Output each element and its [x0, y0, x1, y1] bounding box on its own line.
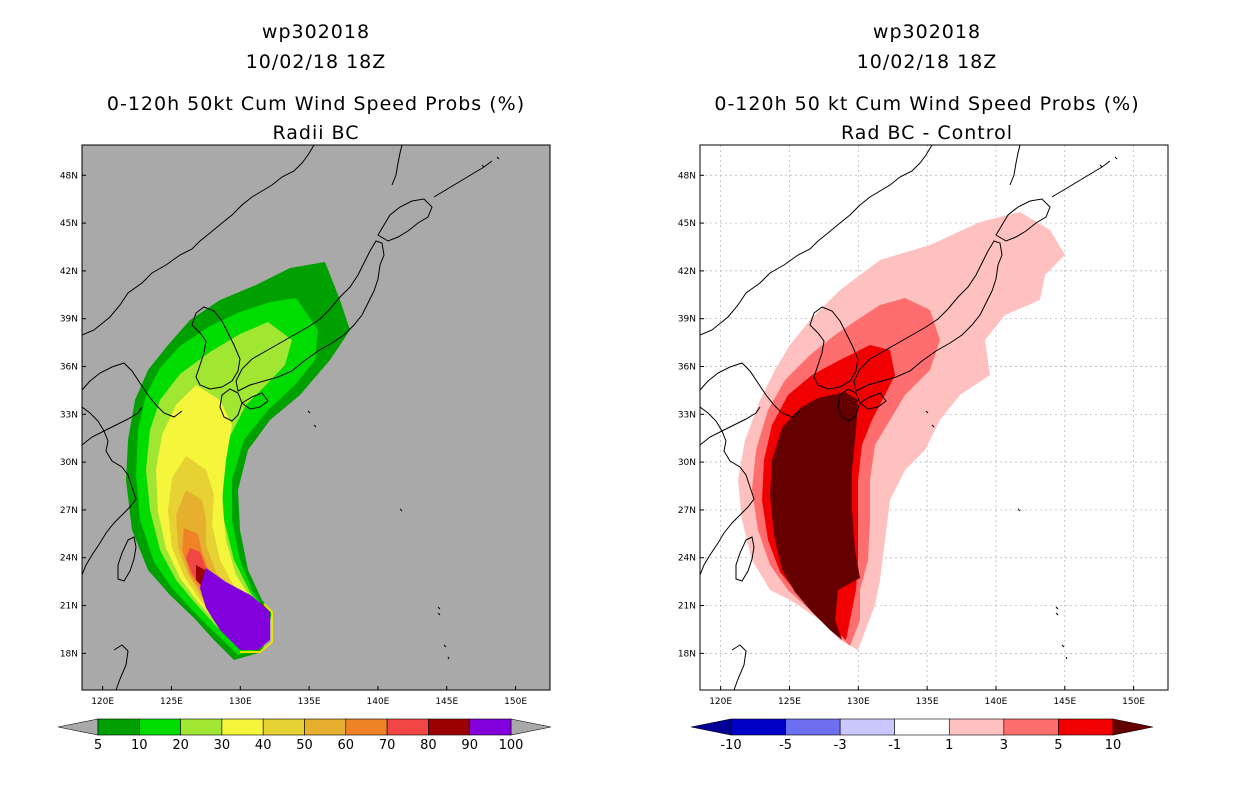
x-tick-label: 140E: [367, 697, 390, 707]
colorbar-label: 20: [172, 738, 189, 753]
x-tick-label: 150E: [504, 697, 527, 707]
y-tick-label: 21N: [678, 602, 696, 612]
left-title-variable: 0-120h 50kt Cum Wind Speed Probs (%): [107, 93, 525, 115]
colorbar-label: 40: [255, 738, 272, 753]
colorbar-high-arrow: [1112, 718, 1154, 736]
left-map-frame: [81, 144, 551, 691]
colorbar-swatch: [221, 718, 264, 736]
colorbar-swatch: [730, 718, 786, 736]
colorbar-swatch: [948, 718, 1005, 736]
colorbar-label: 60: [338, 738, 355, 753]
right-title-date: 10/02/18 18Z: [857, 51, 998, 73]
colorbar-swatch: [894, 718, 950, 736]
colorbar-swatch: [304, 718, 347, 736]
colorbar-label: -3: [834, 738, 847, 753]
colorbar-label: -1: [888, 738, 901, 753]
colorbar-label: 10: [1105, 738, 1122, 753]
y-tick-label: 18N: [678, 649, 696, 659]
left-title-storm: wp302018: [262, 21, 370, 43]
colorbar-swatch: [839, 718, 896, 736]
y-tick-label: 42N: [678, 267, 696, 277]
colorbar-swatch: [262, 718, 305, 736]
colorbar-swatch: [428, 718, 470, 736]
x-tick-label: 140E: [985, 697, 1008, 707]
right-gridlines: [700, 145, 1168, 690]
colorbar-label: 5: [1054, 738, 1062, 753]
y-tick-label: 30N: [678, 458, 696, 468]
y-tick-label: 33N: [678, 410, 696, 420]
left-axis-ticks: 120E 125E 130E 135E 140E 145E 150E 18N 21N 24N 27N…: [60, 171, 528, 707]
right-title-subtitle: Rad BC - Control: [841, 122, 1013, 144]
colorbar-swatch: [1003, 718, 1059, 736]
right-colorbar: -10 -5 -3 -1 1 3 5 10: [690, 718, 1154, 753]
right-panel: wp302018 10/02/18 18Z 0-120h 50 kt Cum W…: [678, 21, 1169, 753]
y-tick-label: 30N: [60, 458, 78, 468]
x-tick-label: 130E: [847, 697, 870, 707]
right-axis-ticks: 120E 125E 130E 135E 140E 145E 150E 18N 21N 24N 27N…: [678, 171, 1146, 707]
x-tick-label: 120E: [91, 697, 114, 707]
y-tick-label: 42N: [60, 267, 78, 277]
colorbar-swatch: [469, 718, 512, 736]
colorbar-label: 100: [499, 738, 524, 753]
colorbar-label: 70: [379, 738, 396, 753]
left-probability-field: [82, 145, 500, 690]
y-tick-label: 45N: [60, 219, 78, 229]
y-tick-label: 24N: [60, 554, 78, 564]
left-title-subtitle: Radii BC: [272, 122, 359, 144]
y-tick-label: 39N: [678, 315, 696, 325]
right-difference-field: [700, 145, 1168, 690]
y-tick-label: 36N: [60, 363, 78, 373]
y-tick-label: 36N: [678, 363, 696, 373]
y-tick-label: 45N: [678, 219, 696, 229]
x-tick-label: 125E: [778, 697, 801, 707]
colorbar-label: 3: [1000, 738, 1008, 753]
colorbar-swatch: [139, 718, 181, 736]
colorbar-swatch: [386, 718, 429, 736]
y-tick-label: 24N: [678, 554, 696, 564]
right-title-variable: 0-120h 50 kt Cum Wind Speed Probs (%): [714, 93, 1139, 115]
colorbar-label: -5: [779, 738, 792, 753]
y-tick-label: 27N: [60, 506, 78, 516]
colorbar-swatch: [180, 718, 223, 736]
right-title-storm: wp302018: [873, 21, 981, 43]
x-tick-label: 125E: [160, 697, 183, 707]
y-tick-label: 48N: [678, 171, 696, 181]
x-tick-label: 150E: [1122, 697, 1145, 707]
colorbar-label: 1: [945, 738, 953, 753]
y-tick-label: 39N: [60, 315, 78, 325]
colorbar-label: 90: [461, 738, 478, 753]
y-tick-label: 33N: [60, 410, 78, 420]
colorbar-label: -10: [720, 738, 741, 753]
colorbar-label: 50: [296, 738, 313, 753]
x-tick-label: 145E: [435, 697, 458, 707]
colorbar-label: 10: [131, 738, 148, 753]
colorbar-low-arrow: [57, 718, 99, 736]
x-tick-label: 135E: [916, 697, 939, 707]
x-tick-label: 130E: [229, 697, 252, 707]
y-tick-label: 48N: [60, 171, 78, 181]
y-tick-label: 27N: [678, 506, 696, 516]
left-contour-100-edge: [240, 603, 273, 653]
colorbar-high-arrow: [510, 718, 552, 736]
left-panel: wp302018 10/02/18 18Z 0-120h 50kt Cum Wi…: [57, 21, 552, 753]
colorbar-label: 80: [420, 738, 437, 753]
left-title-date: 10/02/18 18Z: [246, 51, 387, 73]
right-map-frame: [699, 144, 1169, 691]
colorbar-label: 30: [214, 738, 231, 753]
x-tick-label: 120E: [709, 697, 732, 707]
colorbar-swatch: [345, 718, 388, 736]
y-tick-label: 21N: [60, 602, 78, 612]
left-colorbar: 5 10 20 30 40 50 60 70 80 90 100: [57, 718, 552, 753]
x-tick-label: 135E: [298, 697, 321, 707]
colorbar-low-arrow: [690, 718, 732, 736]
colorbar-swatch: [97, 718, 140, 736]
right-contour-pos-10: [770, 392, 860, 640]
colorbar-swatch: [785, 718, 841, 736]
colorbar-label: 5: [94, 738, 102, 753]
left-contour-90: [200, 568, 270, 650]
colorbar-swatch: [1058, 718, 1114, 736]
y-tick-label: 18N: [60, 649, 78, 659]
x-tick-label: 145E: [1053, 697, 1076, 707]
